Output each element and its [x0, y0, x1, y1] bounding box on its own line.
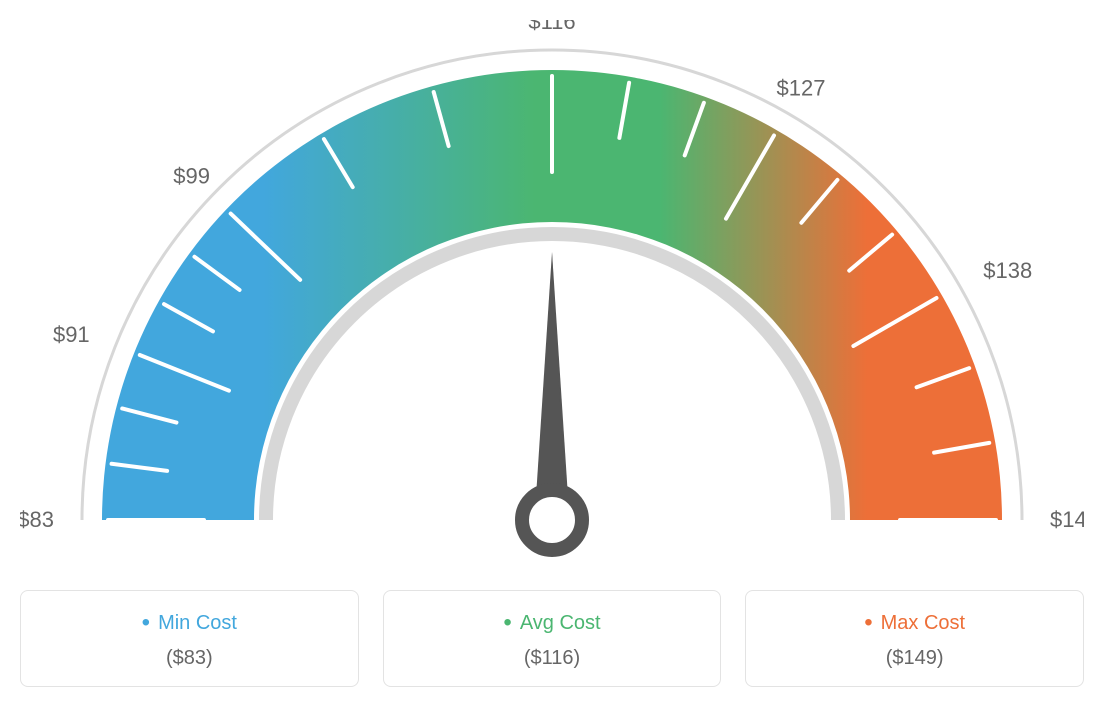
gauge-tick-label: $138 — [983, 258, 1032, 283]
gauge-tick-label: $116 — [528, 20, 575, 34]
gauge-tick-label: $91 — [53, 322, 90, 347]
legend-max-value: ($149) — [756, 647, 1073, 670]
gauge-hub — [522, 490, 582, 550]
legend-card-min: Min Cost ($83) — [20, 590, 359, 687]
gauge-svg: $83 $91 $99 $116 $127 $138 $149 — [20, 20, 1084, 580]
legend-min-value: ($83) — [31, 647, 348, 670]
legend-card-max: Max Cost ($149) — [745, 590, 1084, 687]
gauge-tick-label: $149 — [1050, 507, 1084, 532]
legend-avg-label: Avg Cost — [394, 609, 711, 637]
legend-min-label: Min Cost — [31, 609, 348, 637]
gauge-tick-label: $83 — [20, 507, 54, 532]
cost-gauge-chart: $83 $91 $99 $116 $127 $138 $149 Min Cost ($83)… — [20, 20, 1084, 687]
gauge-tick-label: $127 — [777, 76, 826, 101]
legend-avg-value: ($116) — [394, 647, 711, 670]
legend-max-label: Max Cost — [756, 609, 1073, 637]
legend-row: Min Cost ($83) Avg Cost ($116) Max Cost … — [20, 590, 1084, 687]
legend-card-avg: Avg Cost ($116) — [383, 590, 722, 687]
gauge-tick-label: $99 — [173, 163, 210, 188]
gauge-area: $83 $91 $99 $116 $127 $138 $149 — [20, 20, 1084, 580]
